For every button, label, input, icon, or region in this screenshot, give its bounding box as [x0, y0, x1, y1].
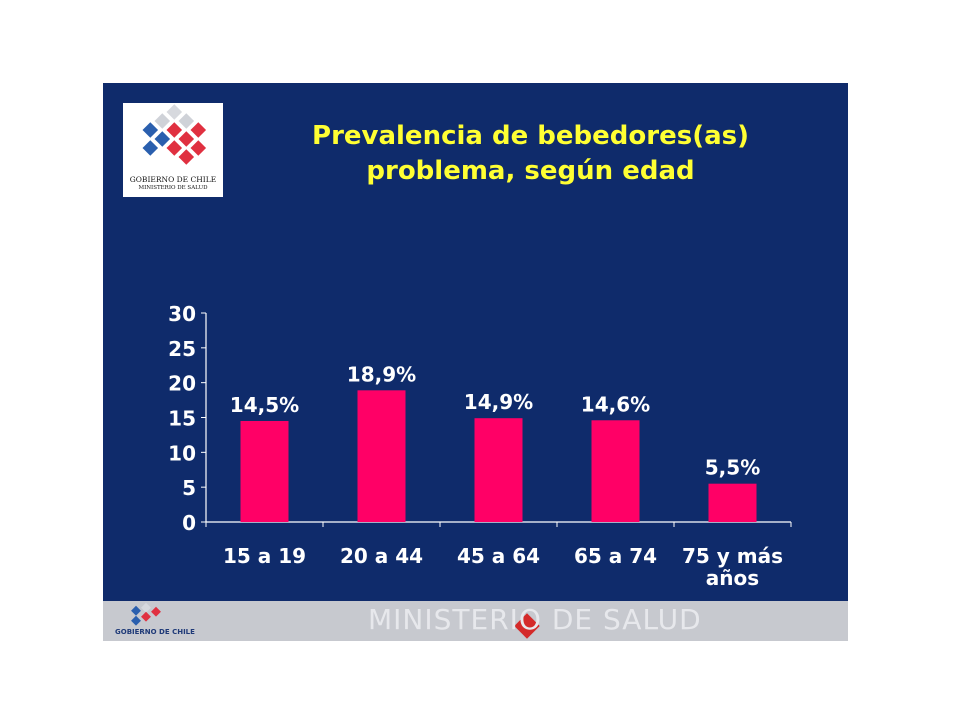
chart-title: Prevalencia de bebedores(as) problema, s… — [278, 119, 783, 189]
footer-banner: MINISTERIO DE SALUD GOBIERNO DE CHILE — [103, 601, 848, 641]
y-tick-label-0: 0 — [182, 511, 196, 535]
y-tick-label-4: 20 — [168, 372, 196, 396]
logo-text-line1: GOBIERNO DE CHILE — [129, 175, 217, 184]
data-label-2: 14,9% — [464, 390, 533, 414]
chart-title-line2: problema, según edad — [366, 156, 695, 186]
footer-graphics — [103, 601, 848, 641]
x-tick-label-0: 15 a 19 — [223, 544, 306, 568]
data-label-4: 5,5% — [705, 456, 760, 480]
gobierno-logo: GOBIERNO DE CHILE MINISTERIO DE SALUD — [123, 103, 223, 197]
y-tick-label-5: 25 — [168, 337, 196, 361]
bar-1 — [357, 390, 406, 522]
bar-2 — [474, 418, 523, 522]
footer-brand-text: GOBIERNO DE CHILE — [115, 628, 195, 636]
data-label-3: 14,6% — [581, 392, 650, 416]
footer-watermark: MINISTERIO DE SALUD — [368, 603, 702, 636]
data-label-1: 18,9% — [347, 362, 416, 386]
footer-red-diamond-icon — [514, 613, 540, 639]
x-tick-label-1: 20 a 44 — [340, 544, 423, 568]
x-tick-label-3: 65 a 74 — [574, 544, 657, 568]
bar-0 — [240, 420, 289, 522]
y-tick-label-3: 15 — [168, 407, 196, 431]
x-tick-label-4-line2: años — [706, 566, 759, 590]
y-tick-label-6: 30 — [168, 302, 196, 326]
data-label-0: 14,5% — [230, 393, 299, 417]
bar-chart: 0 5 10 15 20 25 30 14,5% 15 a 19 18,9% 20 a 44 14,9… — [168, 302, 792, 590]
y-tick-label-1: 5 — [182, 476, 196, 500]
bar-3 — [591, 420, 640, 522]
y-tick-label-2: 10 — [168, 441, 196, 465]
slide-background: GOBIERNO DE CHILE MINISTERIO DE SALUD Pr… — [103, 83, 848, 601]
ministry-emblem-icon — [142, 104, 207, 165]
x-tick-label-2: 45 a 64 — [457, 544, 540, 568]
chart-title-line1: Prevalencia de bebedores(as) — [312, 121, 749, 151]
x-tick-label-4: 75 y más — [682, 544, 783, 568]
logo-text-line2: MINISTERIO DE SALUD — [138, 185, 208, 191]
bar-4 — [708, 483, 757, 522]
